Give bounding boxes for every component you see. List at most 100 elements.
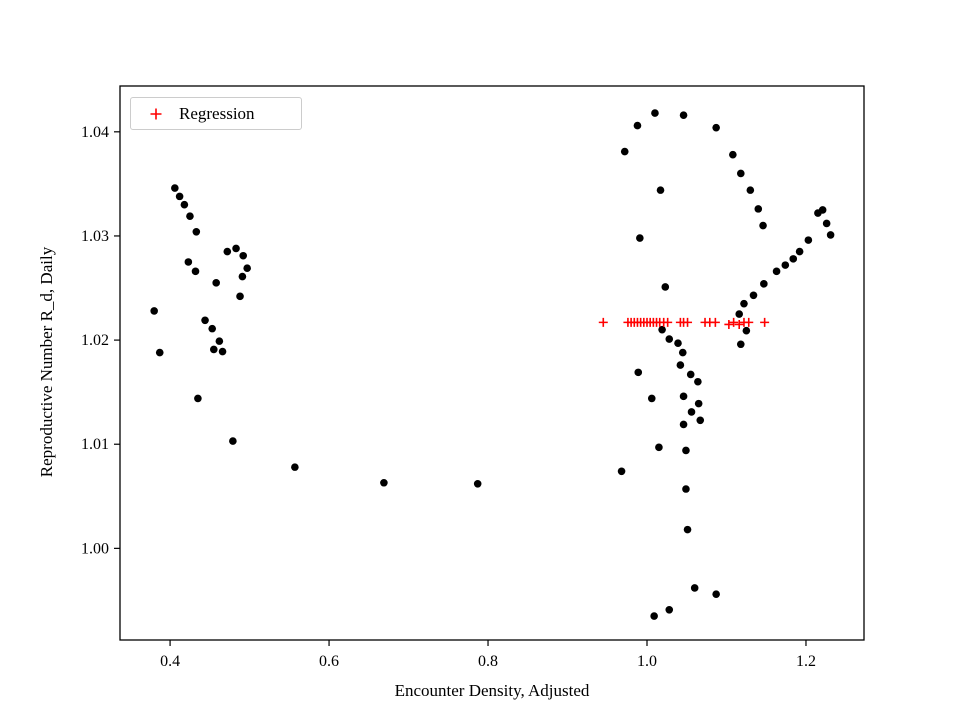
x-tick-label: 0.4: [160, 653, 180, 670]
scatter-point: [760, 280, 768, 288]
scatter-point: [690, 584, 699, 592]
y-tick-label: 1.00: [81, 540, 109, 557]
scatter-point: [822, 219, 831, 228]
regression-point: [724, 319, 734, 329]
scatter-point: [754, 205, 763, 213]
scatter-point: [712, 590, 720, 598]
scatter-point: [215, 337, 224, 345]
scatter-point: [617, 467, 626, 476]
scatter-point: [209, 345, 218, 354]
regression-point: [598, 317, 608, 327]
regression-point: [729, 317, 739, 327]
regression-point: [760, 317, 770, 327]
x-tick-label: 0.6: [319, 653, 339, 670]
scatter-point: [212, 279, 220, 287]
scatter-point: [686, 370, 695, 379]
scatter-point: [712, 123, 720, 132]
scatter-point: [729, 150, 737, 159]
scatter-point: [208, 324, 217, 333]
scatter-point: [772, 267, 781, 276]
scatter-point: [679, 392, 688, 401]
scatter-point: [243, 264, 251, 273]
legend-label: Regression: [179, 103, 255, 123]
scatter-point: [736, 169, 745, 178]
x-axis-label: Encounter Density, Adjusted: [394, 681, 590, 700]
scatter-point: [232, 244, 240, 253]
scatter-point: [789, 255, 798, 263]
scatter-point: [749, 291, 758, 300]
scatter-point: [818, 206, 827, 214]
scatter-point: [192, 227, 201, 236]
scatter-point: [665, 606, 674, 614]
scatter-point: [186, 212, 194, 220]
scatter-point: [679, 420, 688, 429]
scatter-point: [665, 335, 674, 343]
scatter-point: [674, 339, 682, 348]
scatter-point: [742, 326, 751, 335]
scatter-point: [180, 200, 189, 209]
axes-frame: [119, 85, 865, 641]
scatter-point: [781, 261, 790, 269]
scatter-point: [380, 478, 388, 487]
x-tick-label: 1.0: [637, 653, 657, 670]
scatter-point: [291, 463, 299, 471]
scatter-point: [826, 231, 835, 239]
scatter-point: [694, 399, 703, 408]
scatter-point: [150, 307, 158, 315]
scatter-point: [191, 267, 200, 276]
regression-point: [734, 319, 744, 329]
x-tick-label: 0.8: [478, 653, 498, 670]
scatter-point: [804, 236, 813, 244]
scatter-point: [201, 316, 209, 325]
regression-point: [744, 317, 754, 327]
scatter-point: [184, 258, 193, 266]
scatter-point: [647, 394, 656, 403]
scatter-point: [239, 251, 248, 260]
scatter-point: [682, 446, 690, 455]
y-tick-label: 1.04: [81, 124, 109, 141]
scatter-point: [661, 283, 670, 291]
scatter-point: [655, 443, 663, 452]
regression-point: [710, 317, 720, 327]
scatter-point: [171, 184, 179, 192]
legend: Regression: [130, 97, 302, 130]
scatter-point: [679, 111, 688, 119]
scatter-point: [740, 299, 748, 308]
y-tick-label: 1.02: [81, 332, 109, 349]
scatter-point: [194, 394, 202, 403]
scatter-point: [658, 325, 666, 334]
scatter-point: [155, 348, 164, 357]
scatter-point: [795, 247, 804, 256]
scatter-point: [223, 247, 232, 256]
scatter-point: [694, 377, 702, 386]
scatter-point: [620, 147, 629, 156]
regression-plus-icon: [143, 105, 169, 123]
scatter-point: [735, 310, 744, 318]
scatter-point: [683, 525, 692, 534]
scatter-point: [736, 340, 745, 349]
scatter-point: [236, 292, 244, 301]
regression-point: [663, 317, 673, 327]
scatter-point: [238, 272, 247, 281]
scatter-point: [229, 437, 237, 445]
scatter-point: [651, 109, 659, 117]
scatter-point: [759, 221, 767, 230]
scatter-point: [696, 416, 705, 425]
regression-point: [683, 317, 693, 327]
scatter-point: [175, 192, 184, 201]
scatter-point: [678, 348, 687, 357]
scatter-point: [218, 347, 227, 356]
y-axis-label: Reproductive Number R_d, Daily: [37, 246, 56, 478]
scatter-point: [656, 186, 665, 194]
scatter-point: [650, 612, 658, 620]
scatter-point: [633, 121, 642, 130]
x-tick-label: 1.2: [796, 653, 816, 670]
scatter-point: [636, 234, 644, 242]
y-tick-label: 1.01: [81, 436, 109, 453]
scatter-point: [676, 361, 685, 369]
y-tick-label: 1.03: [81, 228, 109, 245]
scatter-point: [746, 186, 755, 194]
scatter-point: [473, 479, 482, 488]
